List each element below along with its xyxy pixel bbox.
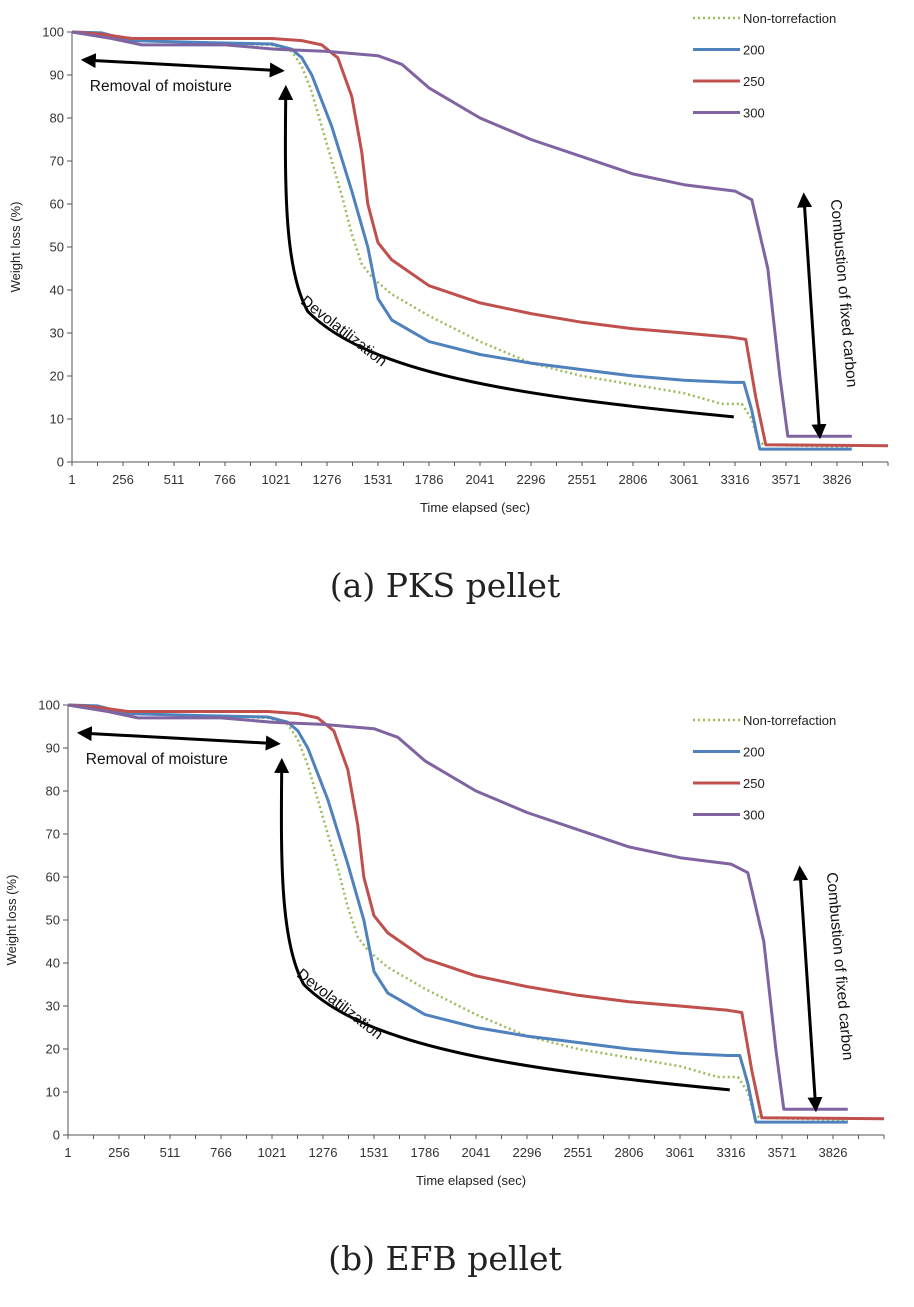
legend-label: Non-torrefaction: [743, 713, 836, 728]
legend-label: Non-torrefaction: [743, 11, 836, 26]
x-tick-label: 1531: [360, 1145, 389, 1160]
moisture-arrow: [80, 53, 285, 78]
x-tick-label: 766: [210, 1145, 232, 1160]
devolatilization-arrow: [278, 84, 734, 419]
x-tick-label: 3826: [819, 1145, 848, 1160]
x-tick-label: 1: [64, 1145, 71, 1160]
annotation-moisture: Removal of moisture: [86, 751, 228, 768]
y-tick-label: 0: [57, 455, 64, 470]
legend-label: 300: [743, 808, 765, 823]
series-line-300: [67, 703, 848, 1111]
x-tick-label: 1276: [313, 472, 342, 487]
y-tick-label: 20: [50, 369, 64, 384]
y-tick-label: 90: [50, 68, 64, 83]
x-tick-label: 766: [214, 472, 236, 487]
x-axis-title: Time elapsed (sec): [416, 1173, 526, 1188]
figure-caption: (b) EFB pellet: [328, 1239, 562, 1278]
x-tick-label: 2041: [466, 472, 495, 487]
x-tick-label: 511: [160, 1145, 181, 1160]
y-tick-label: 0: [53, 1128, 60, 1143]
x-tick-label: 1021: [258, 1145, 287, 1160]
x-tick-label: 2296: [517, 472, 546, 487]
chart-1: 0 10 20 30 40 50 60 70 80 90 100 1 256 511 766 1021 1276…: [4, 698, 885, 1278]
annotations: Removal of moisture Devolatilization Combu…: [76, 726, 856, 1113]
x-tick-label: 2296: [513, 1145, 542, 1160]
y-tick-label: 70: [50, 154, 64, 169]
x-tick-label: 2806: [619, 472, 648, 487]
x-tick-label: 2041: [462, 1145, 491, 1160]
y-tick-label: 10: [50, 412, 64, 427]
y-tick-label: 90: [46, 741, 60, 756]
x-tick-label: 2806: [615, 1145, 644, 1160]
x-axis-title: Time elapsed (sec): [420, 500, 530, 515]
annotation-combustion: Combustion of fixed carbon: [827, 199, 860, 388]
y-tick-label: 60: [46, 870, 60, 885]
y-tick-label: 10: [46, 1085, 60, 1100]
chart-0: 0 10 20 30 40 50 60 70 80 90 100 1 256 511 766 1021 1276…: [8, 11, 889, 605]
y-tick-label: 50: [46, 913, 60, 928]
y-tick-label: 70: [46, 827, 60, 842]
x-tick-label: 1786: [411, 1145, 440, 1160]
legend-label: 300: [743, 106, 765, 121]
figure-caption: (a) PKS pellet: [330, 566, 560, 605]
legend-label: 200: [743, 745, 765, 760]
moisture-arrow: [76, 726, 281, 751]
x-tick-label: 2551: [568, 472, 597, 487]
series-line-250: [67, 703, 885, 1121]
series-line-200: [67, 703, 848, 1124]
series-line-200: [71, 30, 852, 451]
y-tick-label: 80: [50, 111, 64, 126]
annotation-moisture: Removal of moisture: [90, 78, 232, 95]
legend-label: 250: [743, 776, 765, 791]
y-tick-label: 60: [50, 197, 64, 212]
combustion-arrow: [793, 865, 823, 1113]
x-tick-label: 256: [108, 1145, 130, 1160]
x-tick-label: 256: [112, 472, 134, 487]
x-tick-label: 1531: [364, 472, 393, 487]
y-tick-label: 30: [50, 326, 64, 341]
legend-label: 200: [743, 43, 765, 58]
y-tick-label: 20: [46, 1042, 60, 1057]
annotation-devolatilization: Devolatilization: [293, 966, 386, 1044]
y-tick-label: 100: [38, 698, 60, 713]
x-tick-label: 1276: [309, 1145, 338, 1160]
y-axis-title: Weight loss (%): [8, 202, 23, 293]
series-line-300: [71, 30, 852, 438]
combustion-arrow: [797, 192, 827, 440]
annotation-devolatilization: Devolatilization: [297, 293, 390, 371]
x-tick-label: 1021: [262, 472, 291, 487]
x-tick-label: 3061: [670, 472, 699, 487]
legend-label: 250: [743, 74, 765, 89]
x-tick-label: 3571: [772, 472, 801, 487]
x-tick-label: 2551: [564, 1145, 593, 1160]
x-tick-label: 3826: [823, 472, 852, 487]
y-tick-label: 30: [46, 999, 60, 1014]
x-tick-label: 3316: [721, 472, 750, 487]
x-tick-label: 3571: [768, 1145, 797, 1160]
x-tick-label: 1786: [415, 472, 444, 487]
x-tick-label: 3316: [717, 1145, 746, 1160]
x-tick-label: 511: [164, 472, 185, 487]
y-tick-label: 100: [42, 25, 64, 40]
y-tick-label: 40: [46, 956, 60, 971]
y-axis-title: Weight loss (%): [4, 875, 19, 966]
y-tick-label: 50: [50, 240, 64, 255]
x-tick-label: 1: [68, 472, 75, 487]
annotation-combustion: Combustion of fixed carbon: [823, 872, 856, 1061]
y-tick-label: 80: [46, 784, 60, 799]
x-tick-label: 3061: [666, 1145, 695, 1160]
devolatilization-arrow: [274, 757, 730, 1092]
y-tick-label: 40: [50, 283, 64, 298]
series-line-250: [71, 30, 889, 448]
